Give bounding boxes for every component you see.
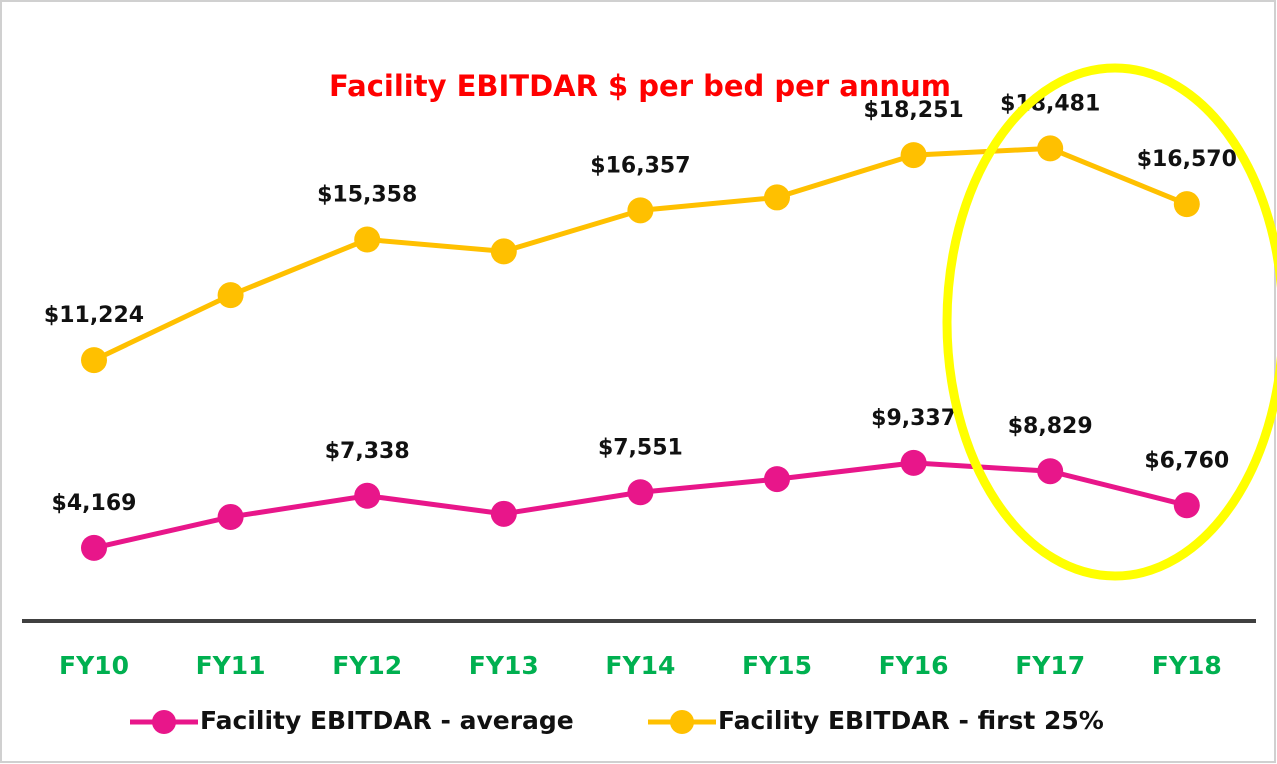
data-label: $18,251 [863, 98, 963, 123]
x-tick-label: FY16 [879, 651, 949, 680]
data-label: $16,570 [1137, 147, 1237, 172]
legend-label: Facility EBITDAR - average [200, 706, 574, 735]
legend-marker [670, 710, 694, 734]
x-tick-label: FY12 [332, 651, 402, 680]
point [1173, 492, 1200, 519]
point [1037, 458, 1064, 485]
point [490, 500, 517, 527]
point [81, 534, 107, 561]
highlight-ellipse [942, 63, 1277, 581]
data-label: $16,357 [590, 153, 690, 178]
legend-marker [152, 710, 176, 734]
x-tick-label: FY10 [59, 651, 129, 680]
chart-title: Facility EBITDAR $ per bed per annum [329, 69, 951, 103]
point [627, 197, 654, 224]
x-tick-label: FY14 [605, 651, 675, 680]
data-label: $7,551 [598, 435, 683, 460]
x-tick-label: FY15 [742, 651, 812, 680]
data-label: $8,829 [1008, 414, 1093, 439]
point [900, 142, 927, 169]
x-tick-label: FY13 [469, 651, 539, 680]
point [81, 347, 107, 374]
point [764, 184, 790, 211]
data-label: $4,169 [52, 491, 137, 516]
data-label: $7,338 [325, 439, 410, 464]
data-label: $6,760 [1144, 448, 1229, 473]
data-label: $9,337 [871, 406, 956, 431]
point [354, 482, 381, 509]
point [900, 449, 927, 476]
point [217, 503, 244, 530]
point [1173, 191, 1200, 218]
data-label: $15,358 [317, 182, 417, 207]
legend-label: Facility EBITDAR - first 25% [718, 706, 1104, 735]
x-tick-label: FY11 [196, 651, 266, 680]
data-label: $11,224 [44, 303, 144, 328]
point [764, 466, 790, 493]
point [217, 282, 244, 309]
point [354, 226, 381, 253]
point [1037, 135, 1064, 162]
x-tick-label: FY17 [1015, 651, 1085, 680]
x-tick-label: FY18 [1152, 651, 1222, 680]
point [490, 238, 517, 265]
point [627, 479, 654, 506]
